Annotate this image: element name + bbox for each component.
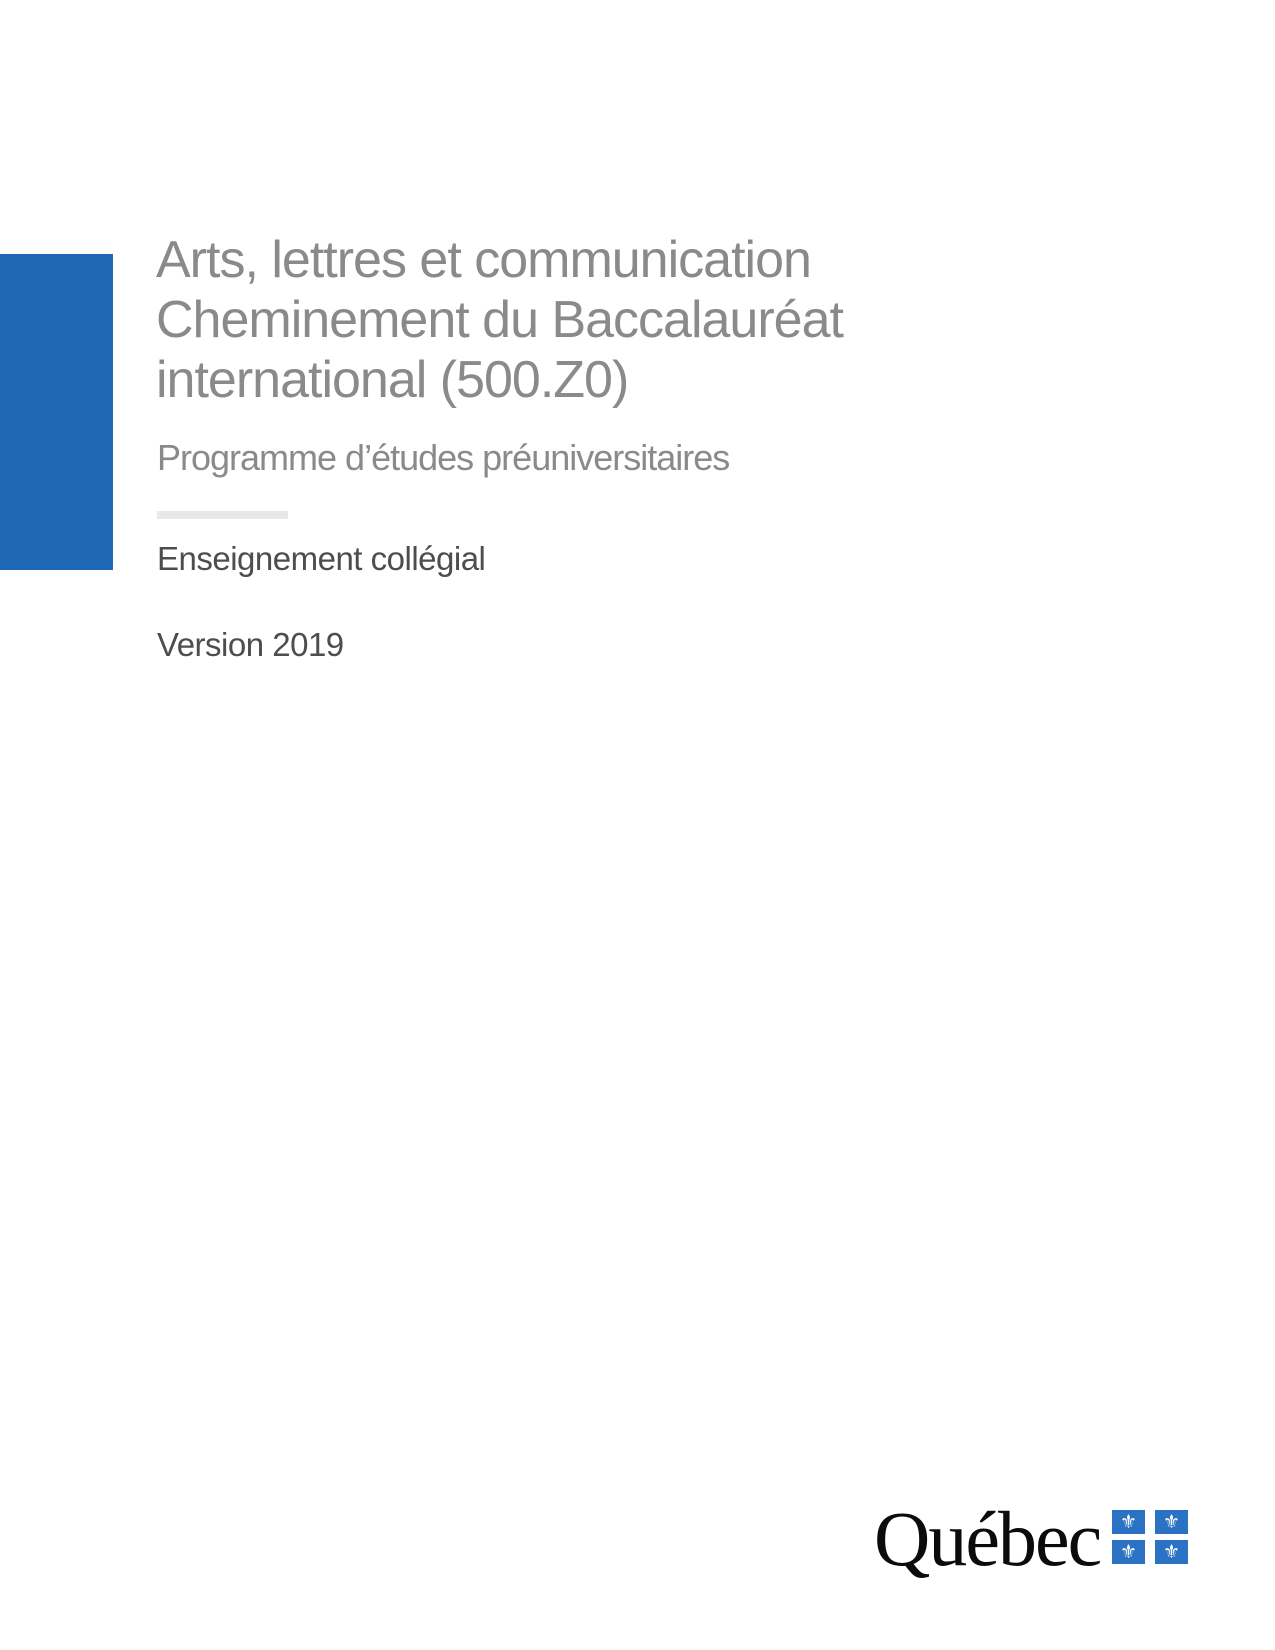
fleur-de-lis-icon: ⚜ xyxy=(1119,1540,1138,1563)
fleur-de-lis-icon: ⚜ xyxy=(1162,1510,1181,1533)
flag-quadrant: ⚜ xyxy=(1155,1540,1188,1564)
subtitle: Programme d’études préuniversitaires xyxy=(157,437,730,478)
quebec-wordmark: Québec xyxy=(874,1495,1102,1582)
fleur-de-lis-icon: ⚜ xyxy=(1119,1510,1138,1533)
divider-rule xyxy=(157,511,288,519)
fleur-de-lis-icon: ⚜ xyxy=(1162,1540,1181,1563)
version-label: Version 2019 xyxy=(157,626,344,663)
quebec-flag-icon: ⚜ ⚜ ⚜ ⚜ xyxy=(1112,1510,1188,1564)
flag-quadrant: ⚜ xyxy=(1112,1510,1145,1534)
title-line-1: Arts, lettres et communication xyxy=(156,231,812,289)
flag-quadrant: ⚜ xyxy=(1155,1510,1188,1534)
flag-quadrant: ⚜ xyxy=(1112,1540,1145,1564)
accent-bar xyxy=(0,254,113,570)
title-line-2: Cheminement du Baccalauréat xyxy=(156,291,844,349)
title-line-3: international (500.Z0) xyxy=(156,351,629,409)
page-title: Arts, lettres et communication Chemineme… xyxy=(156,230,844,410)
education-level-label: Enseignement collégial xyxy=(157,540,486,577)
